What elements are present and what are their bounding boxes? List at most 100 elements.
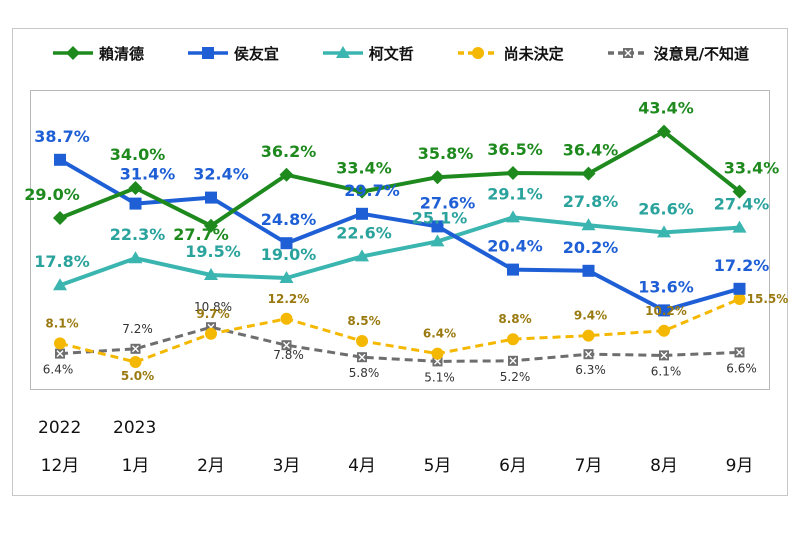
legend-label-ko: 柯文哲 xyxy=(368,44,414,63)
legend-swatch-hou xyxy=(187,47,228,59)
data-label-no-opinion-5: 5.1% xyxy=(424,370,455,384)
data-label-undecided-8: 10.2% xyxy=(645,304,687,318)
legend-item-hou: 侯友宜 xyxy=(186,43,279,64)
x-tick-label: 1月 xyxy=(121,456,150,476)
data-label-hou-4: 29.7% xyxy=(344,181,400,200)
data-point-undecided-0 xyxy=(54,337,66,350)
data-point-hou-3 xyxy=(280,237,293,250)
data-point-hou-5 xyxy=(431,220,444,233)
data-label-hou-6: 20.4% xyxy=(487,237,543,256)
data-point-lai-3 xyxy=(279,167,294,182)
x-tick-label: 12月 xyxy=(40,456,80,476)
data-point-no-opinion-4 xyxy=(357,352,367,363)
chart-legend: 賴清德 侯友宜 柯文哲 尚未決定 沒意見/不知道 xyxy=(30,40,770,66)
x-tick-label: 2月 xyxy=(197,456,225,476)
data-label-no-opinion-3: 7.8% xyxy=(273,348,304,362)
data-point-ko-4 xyxy=(355,249,369,262)
data-point-ko-1 xyxy=(128,251,143,264)
legend-item-lai: 賴清德 xyxy=(51,43,144,64)
data-label-hou-2: 32.4% xyxy=(193,165,249,184)
data-label-ko-9: 27.4% xyxy=(714,195,770,214)
data-point-undecided-2 xyxy=(205,327,217,340)
legend-label-no-opinion: 沒意見/不知道 xyxy=(653,44,750,63)
data-label-lai-7: 36.4% xyxy=(563,141,619,160)
data-label-ko-5: 25.1% xyxy=(412,208,468,227)
data-label-ko-2: 19.5% xyxy=(185,242,241,261)
data-label-ko-6: 29.1% xyxy=(487,184,543,203)
data-point-hou-2 xyxy=(205,191,217,204)
data-label-undecided-1: 5.0% xyxy=(121,369,154,383)
legend-item-no-opinion: 沒意見/不知道 xyxy=(606,43,749,64)
data-label-ko-0: 17.8% xyxy=(34,252,90,271)
data-point-no-opinion-3 xyxy=(281,340,292,351)
data-label-hou-7: 20.2% xyxy=(563,238,619,257)
data-point-hou-8 xyxy=(658,304,670,317)
data-point-undecided-1 xyxy=(129,356,142,368)
data-point-ko-8 xyxy=(657,225,671,238)
chart-frame xyxy=(12,28,788,496)
data-point-hou-6 xyxy=(507,263,519,276)
data-label-lai-8: 43.4% xyxy=(638,99,694,118)
data-label-no-opinion-1: 7.2% xyxy=(122,322,153,336)
legend-label-hou: 侯友宜 xyxy=(233,44,279,63)
data-label-undecided-6: 8.8% xyxy=(498,312,531,326)
data-point-no-opinion-6 xyxy=(508,355,518,366)
legend-swatch-undecided xyxy=(457,47,498,59)
data-point-hou-9 xyxy=(733,282,746,295)
data-point-ko-0 xyxy=(53,278,67,291)
data-point-no-opinion-5 xyxy=(432,356,443,367)
data-point-lai-5 xyxy=(430,170,445,185)
data-point-undecided-4 xyxy=(356,335,368,347)
data-label-undecided-3: 12.2% xyxy=(268,292,310,306)
data-point-hou-4 xyxy=(356,207,368,220)
series-line-undecided xyxy=(59,297,741,364)
data-label-no-opinion-8: 6.1% xyxy=(651,364,682,378)
data-label-no-opinion-7: 6.3% xyxy=(575,363,606,377)
data-label-hou-1: 31.4% xyxy=(120,165,176,184)
legend-item-ko: 柯文哲 xyxy=(321,43,414,64)
x-tick-label: 7月 xyxy=(574,456,603,476)
plot-area xyxy=(30,90,770,390)
data-label-hou-5: 27.6% xyxy=(420,193,476,212)
x-tick-label: 9月 xyxy=(725,456,754,476)
data-label-ko-7: 27.8% xyxy=(563,192,619,211)
legend-swatch-no-opinion xyxy=(607,48,648,58)
data-point-undecided-8 xyxy=(658,324,670,337)
data-point-ko-2 xyxy=(204,268,218,280)
data-point-hou-0 xyxy=(54,153,66,166)
data-label-lai-4: 33.4% xyxy=(336,159,392,178)
x-tick-label: 4月 xyxy=(348,456,376,476)
data-point-lai-7 xyxy=(581,166,596,181)
data-point-undecided-7 xyxy=(582,329,595,342)
year-label-2022: 2022 xyxy=(38,418,82,438)
data-point-no-opinion-8 xyxy=(659,350,669,361)
legend-swatch-ko xyxy=(322,46,363,58)
x-tick-label: 6月 xyxy=(499,456,527,476)
legend-label-lai: 賴清德 xyxy=(98,44,144,63)
series-line-no-opinion xyxy=(59,325,740,363)
data-point-hou-7 xyxy=(582,264,595,277)
data-label-no-opinion-2: 10.8% xyxy=(194,300,232,314)
data-point-lai-4 xyxy=(355,184,369,199)
data-point-lai-2 xyxy=(204,218,218,233)
data-label-lai-3: 36.2% xyxy=(261,142,317,161)
data-point-undecided-6 xyxy=(507,333,519,346)
data-label-ko-4: 22.6% xyxy=(336,223,392,242)
data-label-lai-1: 34.0% xyxy=(110,145,166,164)
data-point-ko-5 xyxy=(430,234,445,247)
series-line-hou xyxy=(58,158,741,313)
data-label-lai-9: 33.4% xyxy=(724,159,780,178)
data-point-ko-6 xyxy=(506,210,520,223)
data-label-ko-3: 19.0% xyxy=(261,245,317,264)
data-point-hou-1 xyxy=(129,197,142,210)
legend-swatch-lai xyxy=(52,46,93,60)
data-label-no-opinion-9: 6.6% xyxy=(726,361,757,375)
data-label-undecided-5: 6.4% xyxy=(423,327,456,341)
data-point-lai-1 xyxy=(128,181,143,195)
data-label-undecided-2: 9.7% xyxy=(196,307,229,321)
data-point-undecided-5 xyxy=(431,347,444,360)
data-point-undecided-3 xyxy=(280,312,293,325)
legend-label-undecided: 尚未決定 xyxy=(503,44,564,63)
data-label-hou-9: 17.2% xyxy=(714,256,770,275)
data-label-lai-6: 36.5% xyxy=(487,140,543,159)
